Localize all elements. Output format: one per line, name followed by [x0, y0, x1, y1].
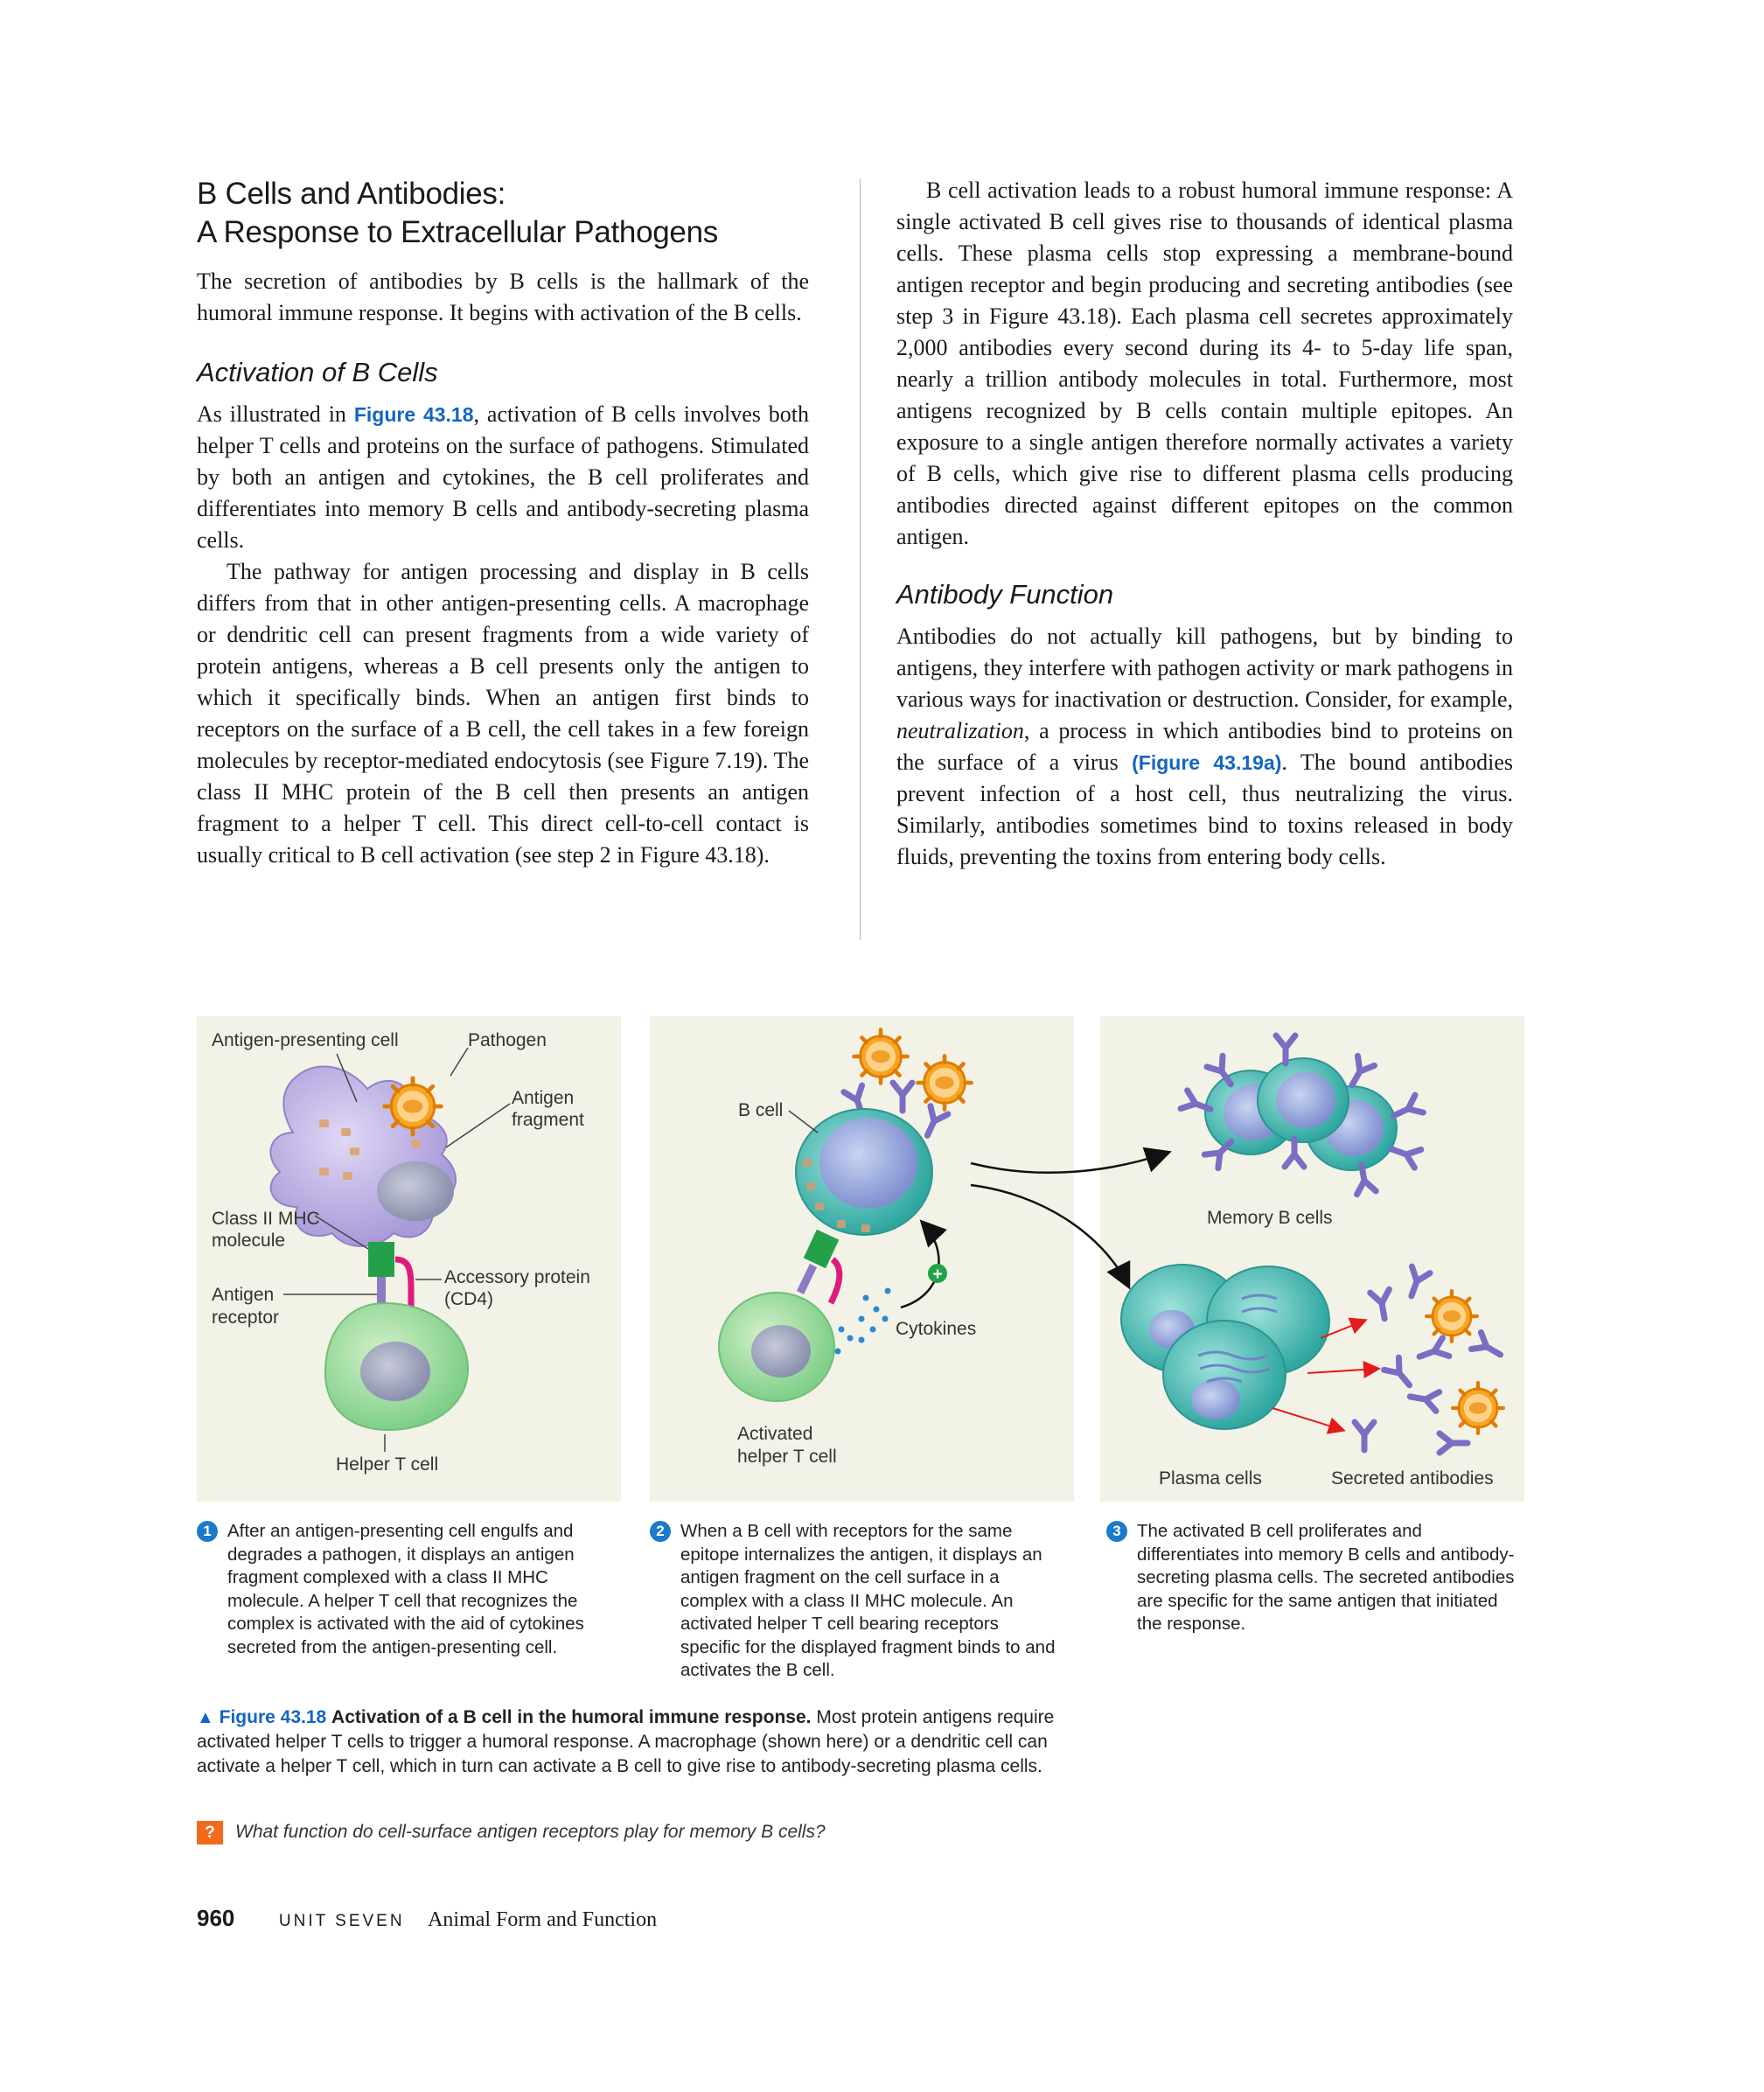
b-cell-fragments — [803, 1159, 870, 1232]
label-accessory-1: Accessory protein — [444, 1267, 590, 1287]
mhc-molecule — [368, 1242, 394, 1277]
arrow-to-memory — [970, 1147, 1172, 1175]
figure-panel-2 — [650, 1016, 1074, 1502]
label-antigen-fragment-2: fragment — [512, 1110, 584, 1130]
memory-b-cells — [1204, 1057, 1398, 1171]
label-plasma: Plasma cells — [1159, 1468, 1262, 1489]
arrow-to-plasma — [970, 1183, 1131, 1290]
cytokines — [834, 1287, 891, 1355]
label-mhc-2: molecule — [212, 1231, 285, 1251]
figure-43-19a-link[interactable]: (Figure 43.19a) — [1132, 751, 1282, 774]
question-text: What function do cell-surface antigen re… — [235, 1822, 826, 1842]
figure-question: ? What function do cell-surface antigen r… — [197, 1821, 826, 1844]
neutralization-term: neutralization — [896, 718, 1024, 743]
pathogen-icon — [854, 1029, 907, 1083]
activation-paragraph-2: The pathway for antigen processing and d… — [197, 559, 809, 868]
intro-paragraph: The secretion of antibodies by B cells i… — [197, 268, 809, 325]
activation-paragraph-1: As illustrated in Figure 43.18, activati… — [197, 399, 809, 556]
plasma-cells — [1120, 1264, 1330, 1430]
activated-helper-t-nucleus — [751, 1325, 811, 1377]
question-icon: ? — [197, 1821, 223, 1844]
panel-2-leader-lines — [788, 1110, 819, 1133]
pathogen-icon — [917, 1056, 971, 1109]
section-title: B Cells and Antibodies: A Response to Ex… — [197, 175, 809, 252]
antigen-fragments — [319, 1119, 421, 1180]
step-text: After an antigen-presenting cell engulfs… — [227, 1521, 584, 1657]
column-divider — [860, 179, 861, 940]
page-number: 960 — [197, 1905, 235, 1931]
page-footer: 960 UNIT SEVEN Animal Form and Function — [197, 1905, 657, 1932]
label-memory: Memory B cells — [1207, 1208, 1333, 1228]
step-text: When a B cell with receptors for the sam… — [680, 1521, 1056, 1680]
panel-3-illustration: Memory B cells Plasma cells Secreted ant… — [1120, 1036, 1505, 1489]
plus-badge — [928, 1264, 947, 1283]
activation-p1-end: , activation of B cells involves both he… — [197, 401, 810, 553]
unit-label: UNIT SEVEN — [278, 1912, 405, 1930]
pathogen-icon — [1426, 1291, 1477, 1342]
pathogen-icon — [385, 1078, 442, 1135]
panel-1-illustration: Antigen-presenting cell Pathogen Antigen… — [212, 1030, 590, 1475]
caption-figure-label: Figure 43.18 — [219, 1707, 327, 1727]
apc-nucleus — [377, 1161, 454, 1221]
activation-heading: Activation of B Cells — [197, 357, 438, 387]
label-mhc-1: Class II MHC — [212, 1209, 320, 1229]
label-accessory-2: (CD4) — [444, 1289, 493, 1309]
label-apc: Antigen-presenting cell — [212, 1030, 399, 1050]
label-activated-1: Activated — [737, 1424, 812, 1444]
label-helper-t: Helper T cell — [336, 1454, 438, 1475]
antibody-function-heading: Antibody Function — [896, 579, 1114, 610]
label-pathogen: Pathogen — [468, 1030, 547, 1050]
figure-caption: ▲ Figure 43.18 Activation of a B cell in… — [197, 1705, 1063, 1779]
step-number: 2 — [650, 1521, 671, 1542]
section-title-line1: B Cells and Antibodies: — [197, 177, 506, 211]
label-receptor-2: receptor — [212, 1308, 279, 1328]
af-text-b: , a process in which antibodies bind to … — [896, 718, 1513, 775]
activation-p1-start: As illustrated in — [197, 401, 354, 427]
left-column: B Cells and Antibodies: A Response to Ex… — [197, 175, 809, 871]
step-1: 1 After an antigen-presenting cell engul… — [197, 1520, 608, 1659]
step-3: 3 The activated B cell proliferates and … — [1106, 1520, 1517, 1636]
plus-sign: + — [932, 1266, 942, 1284]
antigen-receptor — [796, 1264, 818, 1294]
response-paragraph: B cell activation leads to a robust humo… — [896, 178, 1513, 549]
af-text-c: . The bound antibodies prevent infection… — [896, 750, 1513, 869]
secretion-arrows — [1272, 1317, 1381, 1434]
accessory-protein-cd4 — [827, 1257, 843, 1305]
b-cell-nucleus — [819, 1118, 917, 1209]
step-2: 2 When a B cell with receptors for the s… — [650, 1520, 1061, 1683]
helper-t-nucleus — [360, 1342, 430, 1401]
chapter-title: Animal Form and Function — [428, 1908, 658, 1931]
label-cytokines: Cytokines — [896, 1319, 976, 1339]
step-text: The activated B cell proliferates and di… — [1137, 1521, 1515, 1634]
af-text-a: Antibodies do not actually kill pathogen… — [896, 624, 1513, 712]
mhc-molecule — [803, 1229, 840, 1269]
figure-43-18-link[interactable]: Figure 43.18 — [353, 403, 474, 426]
caption-text: Most protein antigens require activated … — [197, 1707, 1055, 1776]
label-antigen-fragment-1: Antigen — [512, 1088, 574, 1108]
label-secreted: Secreted antibodies — [1331, 1468, 1494, 1489]
accessory-protein-cd4 — [394, 1256, 415, 1312]
caption-title: Activation of a B cell in the humoral im… — [331, 1707, 812, 1727]
label-activated-2: helper T cell — [737, 1447, 837, 1467]
right-column: B cell activation leads to a robust humo… — [896, 175, 1513, 873]
section-title-line2: A Response to Extracellular Pathogens — [197, 215, 718, 249]
caption-triangle-icon: ▲ — [197, 1708, 214, 1727]
step-number: 3 — [1106, 1521, 1127, 1542]
label-b-cell: B cell — [738, 1100, 783, 1120]
step-number: 1 — [197, 1521, 218, 1542]
panel-2-illustration: + B cell Cytokines Activated helper T ce… — [718, 1029, 1172, 1467]
antigen-receptor — [377, 1277, 386, 1308]
antibody-function-paragraph: Antibodies do not actually kill pathogen… — [896, 621, 1513, 873]
pathogen-icon — [1453, 1383, 1503, 1433]
label-receptor-1: Antigen — [212, 1285, 274, 1305]
panel-1-leader-lines — [283, 1047, 511, 1452]
